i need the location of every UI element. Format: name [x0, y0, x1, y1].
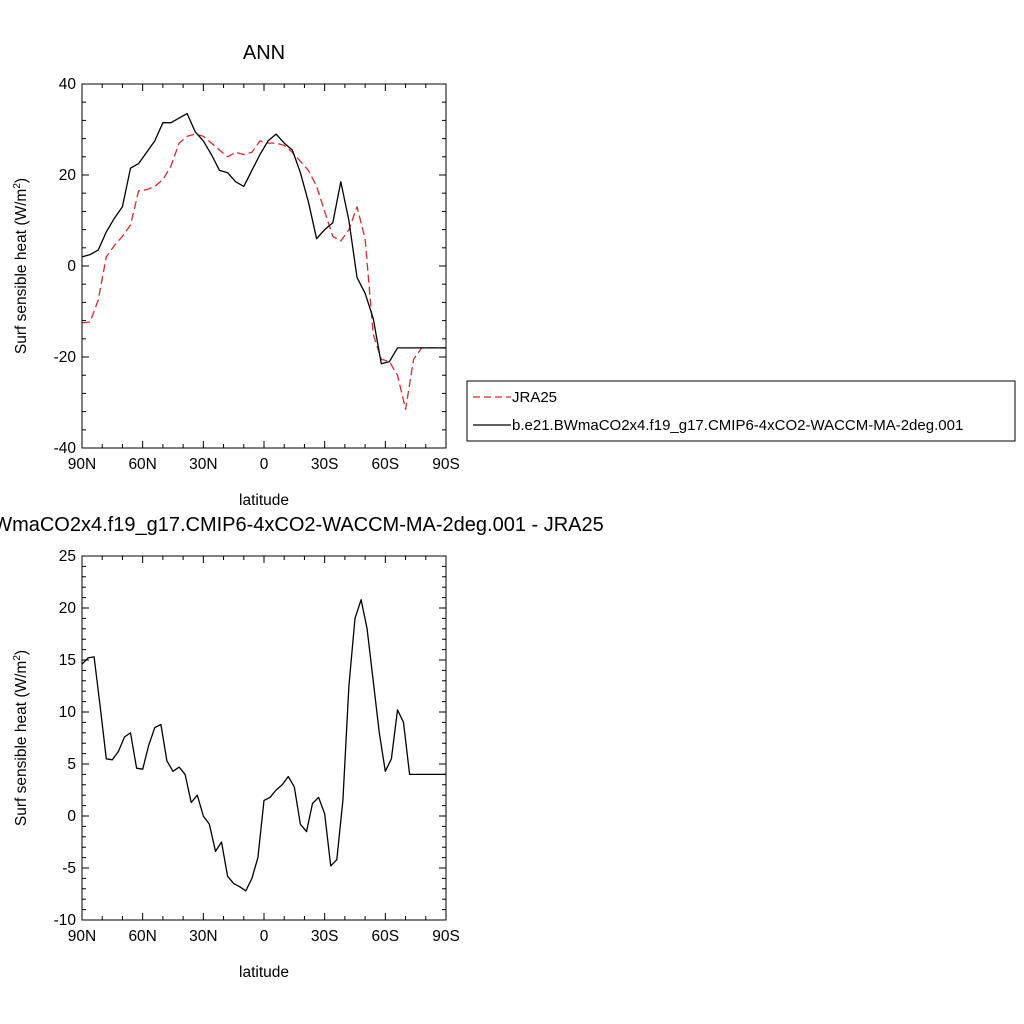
- legend-label-jra25: JRA25: [512, 389, 557, 406]
- y-tick-label: -5: [62, 860, 76, 877]
- top-chart-panel: ANN 90N 60N 30N 0 30S 60S 90S -40 -20 0 20 40 latit…: [12, 42, 460, 509]
- y-tick-label: 20: [59, 600, 77, 617]
- top-chart-xlabel: latitude: [239, 492, 289, 509]
- top-chart-lines: [81, 112, 446, 410]
- y-tick-label: 10: [59, 704, 77, 721]
- x-tick-label: 90N: [68, 456, 96, 473]
- y-tick-label: 5: [67, 756, 76, 773]
- bottom-chart-ticks: 90N 60N 30N 0 30S 60S 90S -10 -5 0 5 10 15 20 25: [54, 548, 460, 945]
- legend-box: [466, 380, 1016, 442]
- x-tick-label: 30N: [189, 928, 217, 945]
- x-tick-label: 30S: [311, 456, 339, 473]
- top-chart-ticks: 90N 60N 30N 0 30S 60S 90S -40 -20 0 20 40: [54, 76, 460, 473]
- bottom-chart-frame: [81, 555, 447, 921]
- x-tick-label: 60S: [372, 456, 400, 473]
- top-series-line-jra25: [81, 133, 446, 410]
- x-tick-label: 0: [260, 456, 269, 473]
- y-tick-label: 25: [59, 548, 76, 565]
- x-tick-label: 90S: [432, 456, 460, 473]
- x-tick-label: 90N: [68, 928, 96, 945]
- x-tick-label: 0: [260, 928, 269, 945]
- y-tick-label: 0: [67, 258, 76, 275]
- x-tick-label: 90S: [432, 928, 460, 945]
- x-tick-label: 60N: [128, 456, 156, 473]
- bottom-chart-xlabel: latitude: [239, 964, 289, 981]
- x-tick-label: 60S: [372, 928, 400, 945]
- bottom-series-line-model: [81, 599, 446, 892]
- y-tick-label: -40: [54, 440, 77, 457]
- y-tick-label: 15: [59, 652, 76, 669]
- top-chart-frame: [81, 83, 447, 449]
- bottom-chart-lines: [81, 599, 446, 892]
- bottom-chart-ylabel: Surf sensible heat (W/m2): [12, 650, 30, 826]
- y-tick-label: 0: [67, 808, 76, 825]
- y-tick-label: -10: [54, 912, 77, 929]
- legend: JRA25 b.e21.BWmaCO2x4.f19_g17.CMIP6-4xCO…: [466, 380, 1016, 442]
- y-tick-label: 40: [59, 76, 77, 93]
- top-chart-ylabel: Surf sensible heat (W/m2): [12, 178, 30, 354]
- top-chart-title: ANN: [243, 42, 285, 64]
- x-tick-label: 60N: [128, 928, 156, 945]
- top-series-line-model: [81, 112, 446, 365]
- legend-label-model: b.e21.BWmaCO2x4.f19_g17.CMIP6-4xCO2-WACC…: [512, 417, 963, 434]
- y-tick-label: -20: [54, 349, 77, 366]
- y-tick-label: 20: [59, 167, 77, 184]
- x-tick-label: 30N: [189, 456, 217, 473]
- bottom-chart-panel: b.e21.BWmaCO2x4.f19_g17.CMIP6-4xCO2-WACC…: [0, 514, 604, 981]
- x-tick-label: 30S: [311, 928, 339, 945]
- bottom-chart-title: b.e21.BWmaCO2x4.f19_g17.CMIP6-4xCO2-WACC…: [0, 514, 604, 536]
